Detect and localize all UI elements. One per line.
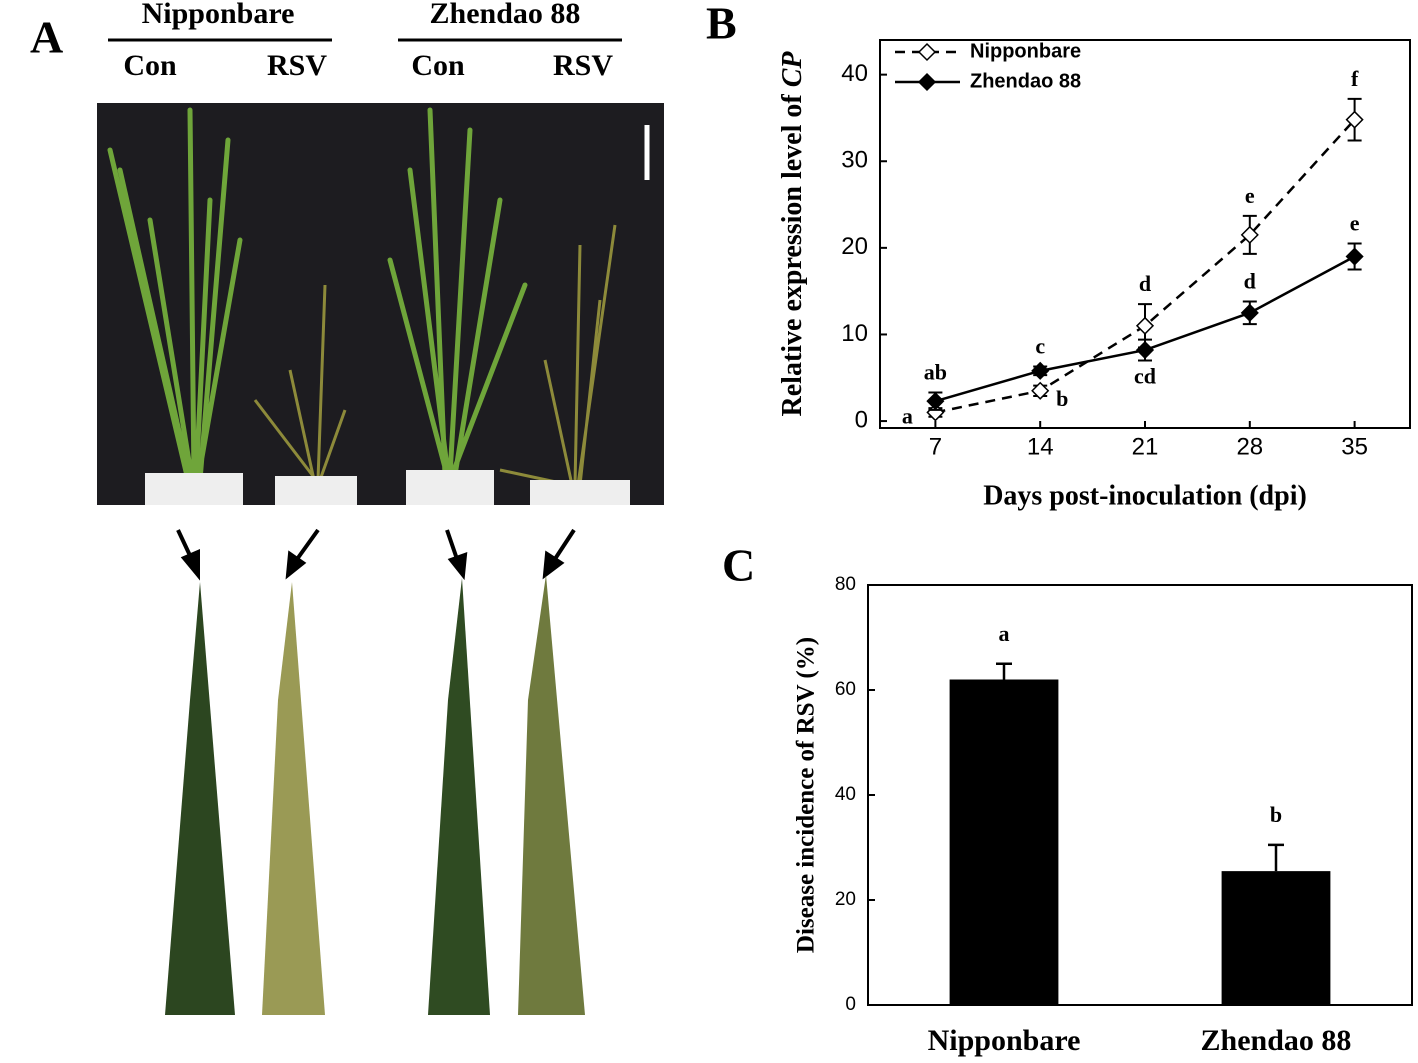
y-tick-label: 0 [855, 406, 868, 433]
significance-label: d [1244, 269, 1256, 294]
error-bar [996, 662, 1012, 680]
x-tick-label: 14 [1027, 433, 1054, 460]
legend-marker [917, 72, 937, 92]
y-axis-title: Relative expression level of CP [777, 51, 808, 417]
y-tick-label: 40 [841, 60, 868, 87]
bar [1221, 871, 1331, 1005]
column-label: RSV [553, 49, 613, 82]
y-tick-label: 20 [835, 889, 856, 910]
group-name: Zhendao 88 [430, 0, 581, 30]
leaf-photos [165, 575, 585, 1015]
significance-label: a [902, 403, 913, 428]
panel-label: A [30, 12, 63, 63]
x-axis-title: Days post-inoculation (dpi) [983, 480, 1307, 511]
significance-label: d [1139, 271, 1151, 296]
y-tick-label: 40 [835, 784, 856, 805]
marker [1240, 225, 1259, 244]
column-label: Con [411, 49, 465, 82]
y-axis-title-italic: CP [777, 51, 808, 88]
significance-label: e [1245, 183, 1255, 208]
marker [1135, 316, 1155, 335]
leaf-arrows [176, 528, 576, 581]
significance-label: ab [924, 360, 947, 385]
marker [1345, 247, 1364, 266]
plant-photo [97, 103, 664, 505]
x-tick-label: 28 [1236, 433, 1263, 460]
y-axis-title-text: Relative expression level of [777, 87, 808, 416]
significance-label: b [1270, 802, 1282, 827]
x-tick-label: Nipponbare [928, 1024, 1081, 1057]
significance-label: a [999, 621, 1010, 646]
y-tick-label: 20 [841, 233, 868, 260]
marker [1240, 303, 1259, 322]
y-tick-label: 10 [841, 320, 868, 347]
marker [1135, 340, 1155, 360]
marker [1345, 110, 1364, 129]
x-tick-label: 21 [1132, 433, 1159, 460]
legend-label: Nipponbare [970, 40, 1081, 62]
significance-label: b [1056, 386, 1068, 411]
significance-label: cd [1134, 363, 1156, 388]
panel-label: C [722, 540, 755, 591]
y-tick-label: 60 [835, 679, 856, 700]
legend-label: Zhendao 88 [970, 70, 1081, 92]
x-tick-label: 7 [929, 433, 942, 460]
significance-label: f [1351, 66, 1359, 91]
y-axis-title: Disease incidence of RSV (%) [793, 637, 820, 953]
column-label: Con [123, 49, 177, 82]
x-tick-label: 35 [1341, 433, 1368, 460]
error-bar [1268, 843, 1284, 872]
marker [1031, 361, 1050, 380]
y-tick-label: 80 [835, 574, 856, 595]
bar [949, 679, 1059, 1005]
panel-label: B [706, 0, 737, 49]
significance-label: e [1350, 211, 1360, 236]
y-tick-label: 0 [845, 994, 856, 1015]
y-tick-label: 30 [841, 147, 868, 174]
significance-label: c [1035, 334, 1045, 359]
x-tick-label: Zhendao 88 [1201, 1024, 1352, 1057]
column-label: RSV [267, 49, 327, 82]
marker [1031, 381, 1050, 400]
group-name: Nipponbare [142, 0, 295, 30]
marker [926, 392, 945, 411]
legend-marker [917, 42, 937, 62]
